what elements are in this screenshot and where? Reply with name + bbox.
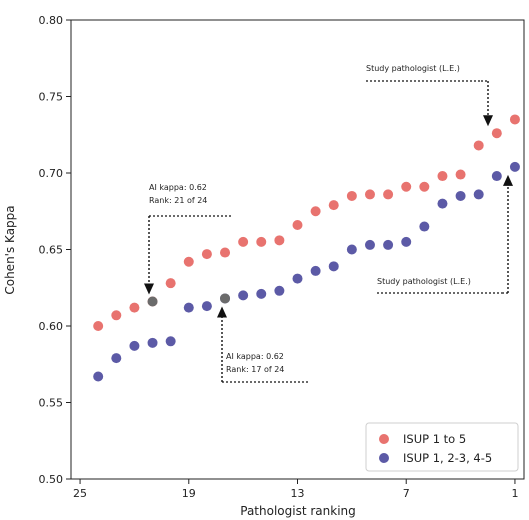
isup-grouped-point <box>274 285 285 296</box>
y-axis-label: Cohen's Kappa <box>3 205 17 294</box>
legend-marker <box>379 453 389 463</box>
annotation-arrowhead <box>217 306 227 318</box>
x-tick-label: 7 <box>403 487 410 500</box>
isup-1-to-5-point <box>129 302 140 313</box>
isup-grouped-point <box>147 337 158 348</box>
isup-1-to-5-point <box>401 181 412 192</box>
annotation-text: AI kappa: 0.62 <box>226 352 284 361</box>
y-tick-label: 0.70 <box>39 167 64 180</box>
isup-grouped-point <box>491 171 502 182</box>
x-axis-label: Pathologist ranking <box>240 504 356 518</box>
isup-1-to-5-point <box>419 181 430 192</box>
x-tick-label: 25 <box>73 487 87 500</box>
isup-grouped-point <box>111 353 122 364</box>
isup-1-to-5-point <box>364 189 375 200</box>
isup-grouped-point <box>129 340 140 351</box>
isup-grouped-point <box>419 221 430 232</box>
ai-point <box>220 293 231 304</box>
annotation-arrowhead <box>503 174 513 186</box>
isup-1-to-5-point <box>328 200 339 211</box>
isup-1-to-5-point <box>491 128 502 139</box>
isup-grouped-point <box>256 288 267 299</box>
isup-grouped-point <box>455 190 466 201</box>
annotation-arrowhead <box>144 283 154 295</box>
isup-grouped-point <box>310 265 321 276</box>
isup-grouped-point <box>401 236 412 247</box>
isup-1-to-5-point <box>256 236 267 247</box>
annotation-text: Study pathologist (L.E.) <box>366 64 460 73</box>
ai-point <box>147 296 158 307</box>
annotation-text: Study pathologist (L.E.) <box>377 277 471 286</box>
isup-1-to-5-point <box>201 249 212 260</box>
legend-label: ISUP 1 to 5 <box>403 432 466 446</box>
isup-grouped-point <box>183 302 194 313</box>
legend: ISUP 1 to 5 ISUP 1, 2-3, 4-5 <box>365 422 519 472</box>
annotations: Study pathologist (L.E.) AI kappa: 0.62 Ra… <box>144 64 513 383</box>
isup-grouped-point <box>509 161 520 172</box>
legend-marker <box>379 434 389 444</box>
data-points <box>93 114 520 382</box>
isup-1-to-5-point <box>274 235 285 246</box>
isup-grouped-point <box>201 301 212 312</box>
isup-1-to-5-point <box>346 190 357 201</box>
y-tick-label: 0.60 <box>39 320 64 333</box>
isup-1-to-5-point <box>437 171 448 182</box>
x-tick-label: 13 <box>291 487 305 500</box>
x-tick-label: 19 <box>182 487 196 500</box>
isup-1-to-5-point <box>165 278 176 289</box>
y-tick-label: 0.50 <box>39 473 64 486</box>
isup-1-to-5-point <box>509 114 520 125</box>
annotation-text: Rank: 17 of 24 <box>226 365 284 374</box>
isup-1-to-5-point <box>220 247 231 258</box>
isup-1-to-5-point <box>93 321 104 331</box>
isup-grouped-point <box>383 239 394 250</box>
annotation-text: AI kappa: 0.62 <box>149 183 207 192</box>
isup-grouped-point <box>437 198 448 209</box>
isup-grouped-point <box>165 336 176 347</box>
isup-1-to-5-point <box>310 206 321 217</box>
isup-1-to-5-point <box>383 189 394 200</box>
legend-label: ISUP 1, 2-3, 4-5 <box>403 451 492 465</box>
isup-grouped-point <box>238 290 249 301</box>
y-axis: 0.50 0.55 0.60 0.65 0.70 0.75 0.80 <box>39 14 71 486</box>
isup-1-to-5-point <box>473 140 484 151</box>
x-tick-label: 1 <box>511 487 518 500</box>
legend-box <box>365 422 519 472</box>
y-tick-label: 0.65 <box>39 244 64 257</box>
isup-1-to-5-point <box>238 236 249 247</box>
isup-1-to-5-point <box>183 256 194 267</box>
y-tick-label: 0.75 <box>39 91 64 104</box>
x-axis: 25 19 13 7 1 <box>73 479 518 500</box>
plot-area <box>70 19 525 480</box>
y-tick-label: 0.55 <box>39 397 64 410</box>
isup-1-to-5-point <box>111 310 122 321</box>
isup-1-to-5-point <box>455 169 466 180</box>
isup-grouped-point <box>473 189 484 200</box>
y-tick-label: 0.80 <box>39 14 64 27</box>
isup-grouped-point <box>346 244 357 255</box>
isup-grouped-point <box>328 261 339 272</box>
isup-grouped-point <box>292 273 303 284</box>
isup-1-to-5-point <box>292 220 303 231</box>
annotation-text: Rank: 21 of 24 <box>149 196 207 205</box>
isup-grouped-point <box>93 371 104 382</box>
annotation-arrowhead <box>483 115 493 127</box>
isup-grouped-point <box>364 239 375 250</box>
